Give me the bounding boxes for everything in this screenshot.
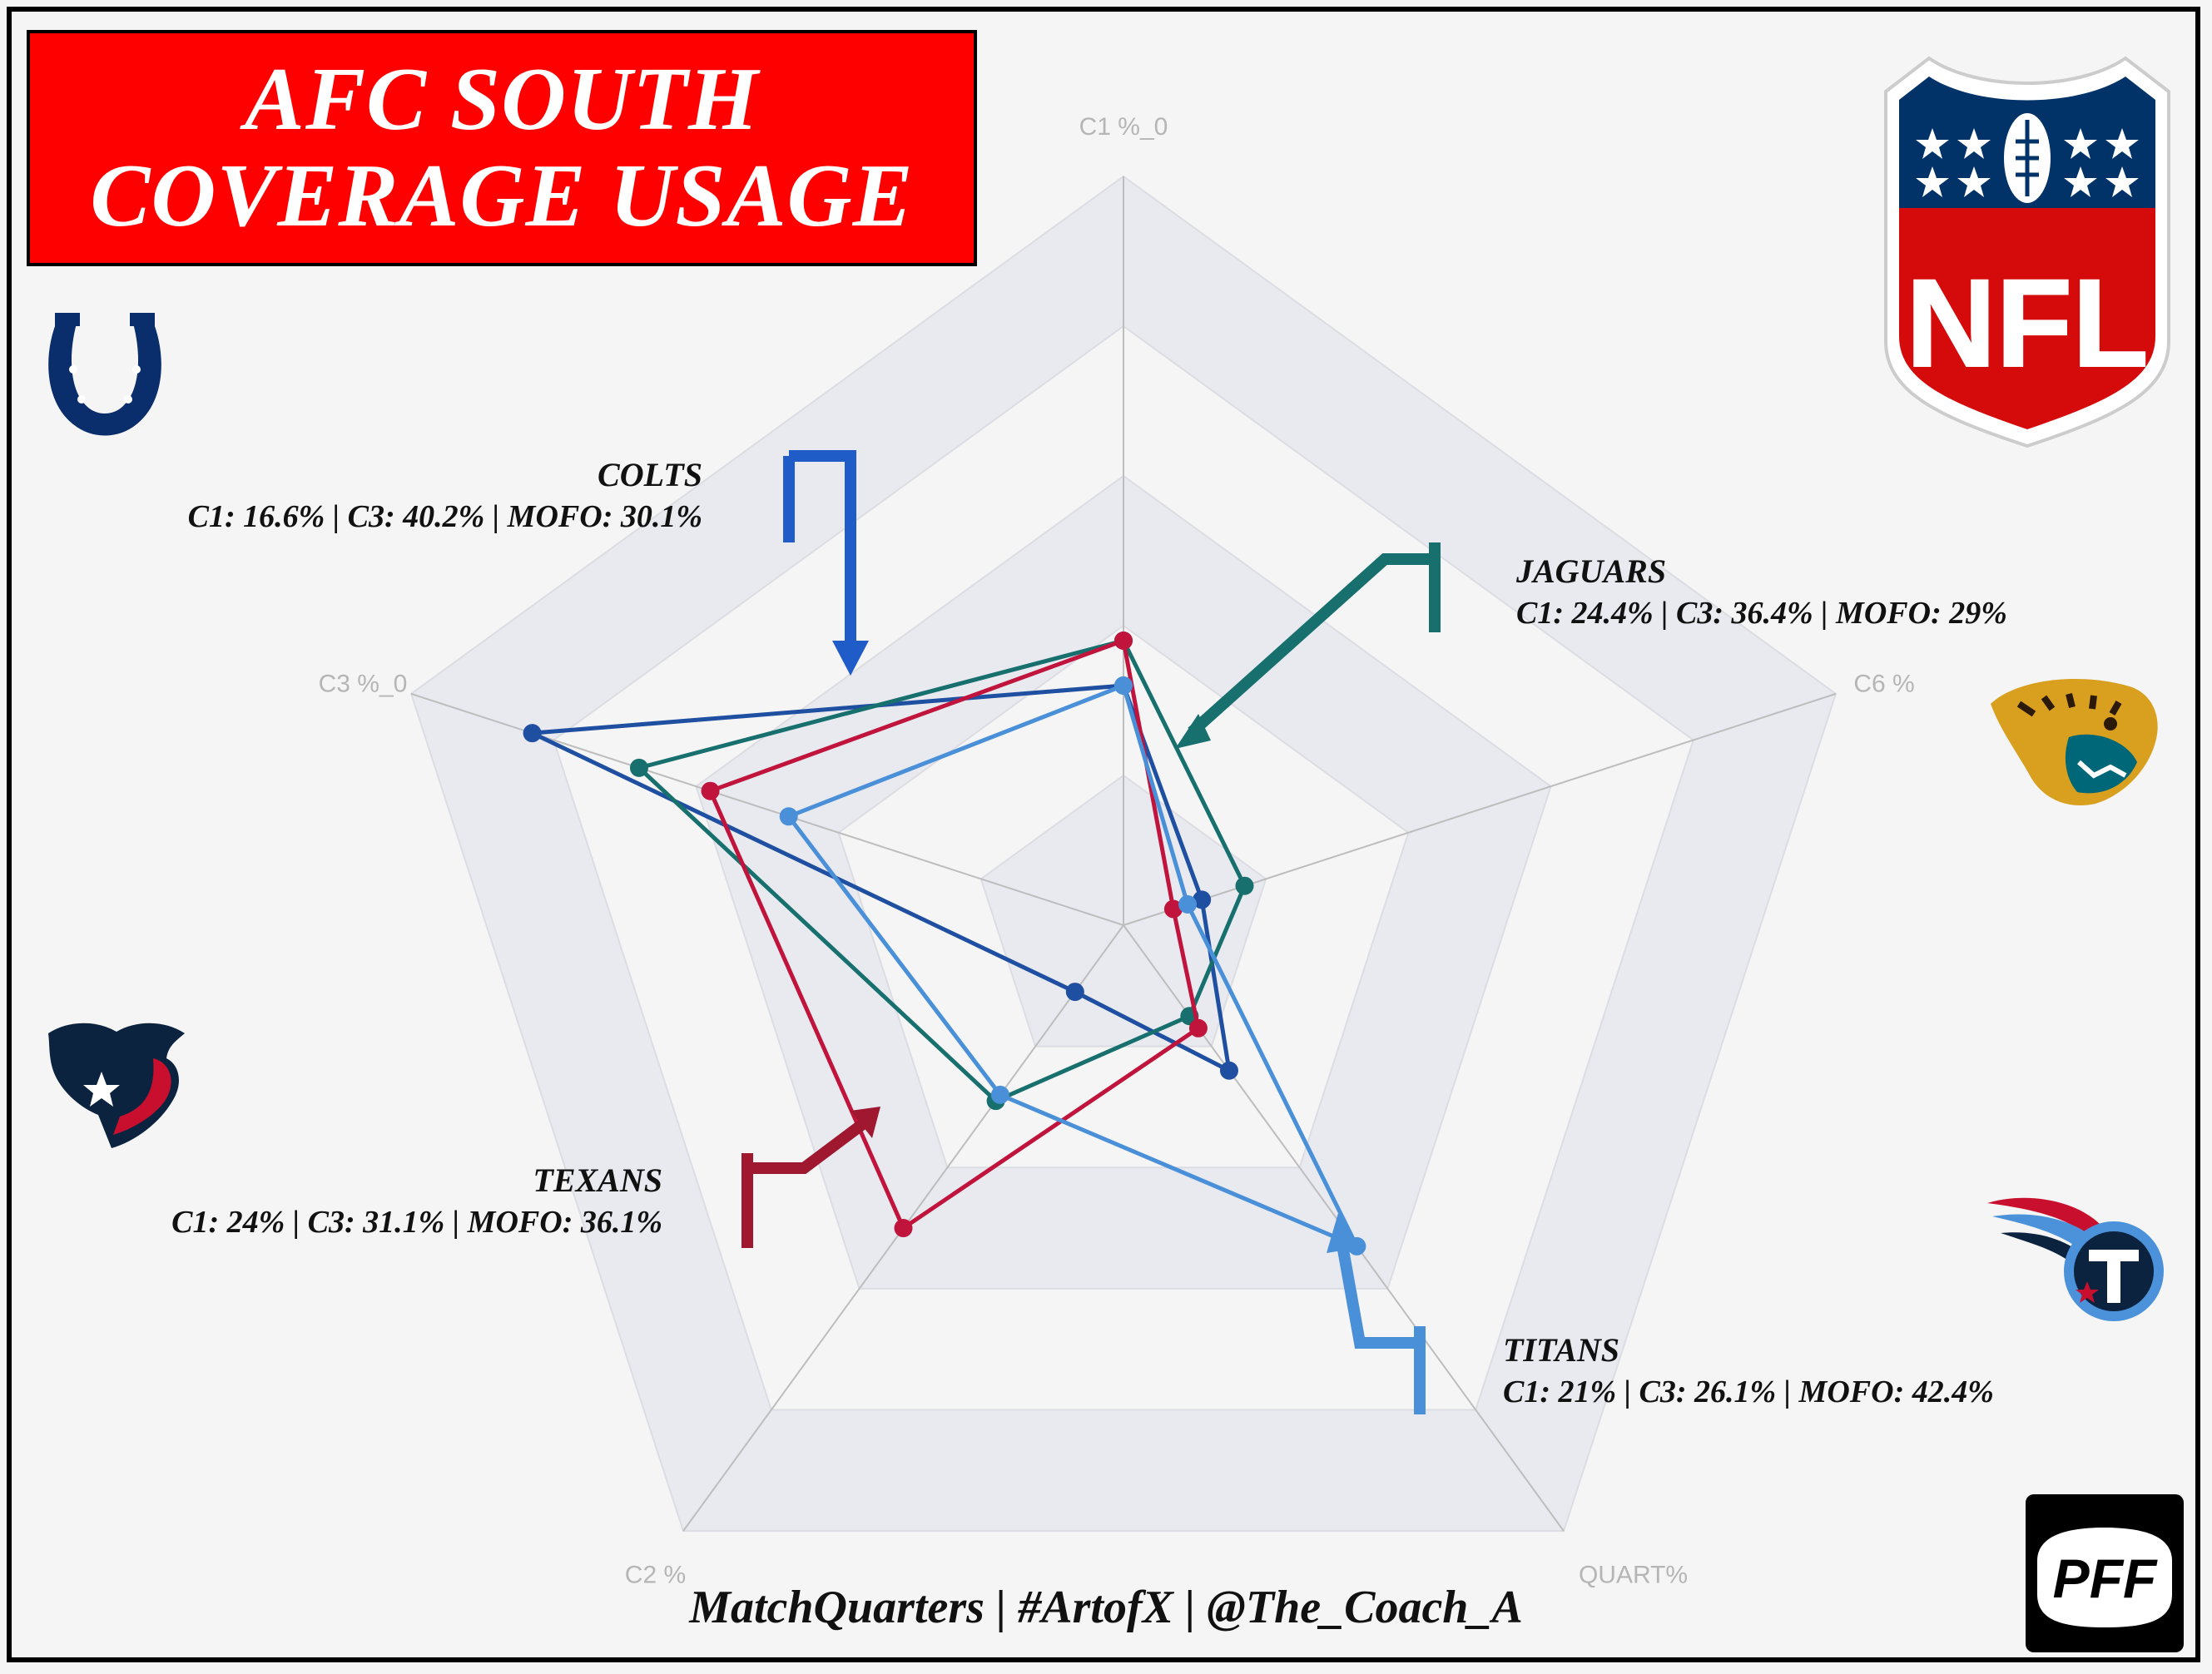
bull-head-icon [48, 1023, 185, 1148]
colts-arrowhead [832, 641, 869, 676]
axis-label: C2 % [625, 1561, 686, 1588]
footer-credit: MatchQuarters | #ArtofX | @The_Coach_A [689, 1582, 1523, 1633]
jaguars-pointer-arrow [1188, 542, 1441, 737]
axis-label: QUART% [1579, 1561, 1688, 1588]
titans-annotation: TITANS C1: 21% | C3: 26.1% | MOFO: 42.4% [1503, 1330, 1994, 1413]
pff-wordmark: PFF [2053, 1548, 2158, 1609]
texans-annotation: TEXANS C1: 24% | C3: 31.1% | MOFO: 36.1% [171, 1160, 662, 1243]
nfl-shield-icon: NFL [1884, 56, 2170, 448]
titans-flame-t-icon [1987, 1197, 2164, 1321]
titans-arrowhead [1327, 1213, 1358, 1253]
nfl-wordmark: NFL [1906, 253, 2149, 393]
texans-pointer-arrow [741, 1118, 868, 1248]
texans-stats: C1: 24% | C3: 31.1% | MOFO: 36.1% [171, 1205, 662, 1240]
colts-annotation: COLTS C1: 16.6% | C3: 40.2% | MOFO: 30.1… [188, 454, 702, 537]
axis-label: C3 %_0 [319, 671, 408, 698]
title-line-2: COVERAGE USAGE [90, 146, 914, 245]
series-line-jaguars [637, 638, 1247, 1103]
colts-pointer-arrow [783, 450, 856, 645]
texans-name: TEXANS [533, 1161, 662, 1199]
data-point-titans [1178, 894, 1198, 914]
jaguars-name: JAGUARS [1516, 552, 1667, 590]
data-point-colts [1219, 1061, 1238, 1080]
data-point-texans [894, 1219, 913, 1238]
data-point-titans [779, 807, 798, 826]
jaguars-annotation: JAGUARS C1: 24.4% | C3: 36.4% | MOFO: 29… [1516, 551, 2007, 634]
data-point-jaguars [1235, 876, 1254, 895]
data-point-texans [701, 781, 720, 800]
series-line-texans [708, 638, 1201, 1231]
data-point-jaguars [629, 758, 648, 777]
title-banner: AFC SOUTH COVERAGE USAGE [27, 30, 977, 266]
data-point-titans [1114, 676, 1133, 695]
titans-name: TITANS [1503, 1331, 1620, 1369]
data-point-texans [1163, 899, 1183, 919]
texans-arrowhead [851, 1107, 880, 1138]
horseshoe-icon [48, 313, 161, 436]
data-point-titans [990, 1085, 1009, 1104]
axis-label: C6 % [1853, 671, 1914, 698]
pff-logo-icon: PFF [2026, 1494, 2184, 1652]
data-point-colts [523, 724, 542, 743]
data-point-colts [1065, 983, 1084, 1002]
axis-label: C1 %_0 [1079, 113, 1168, 141]
titans-pointer-arrow [1337, 1248, 1426, 1414]
jaguar-head-icon [1991, 678, 2158, 806]
colts-name: COLTS [598, 456, 702, 493]
data-point-texans [1114, 631, 1133, 650]
data-point-texans [1188, 1018, 1208, 1038]
series-line-titans [786, 683, 1359, 1249]
titans-stats: C1: 21% | C3: 26.1% | MOFO: 42.4% [1503, 1374, 1994, 1409]
data-point-colts [1193, 890, 1212, 909]
jaguars-arrowhead [1175, 714, 1211, 749]
jaguars-stats: C1: 24.4% | C3: 36.4% | MOFO: 29% [1516, 596, 2007, 631]
title-line-1: AFC SOUTH [244, 50, 760, 149]
colts-stats: C1: 16.6% | C3: 40.2% | MOFO: 30.1% [187, 499, 702, 534]
